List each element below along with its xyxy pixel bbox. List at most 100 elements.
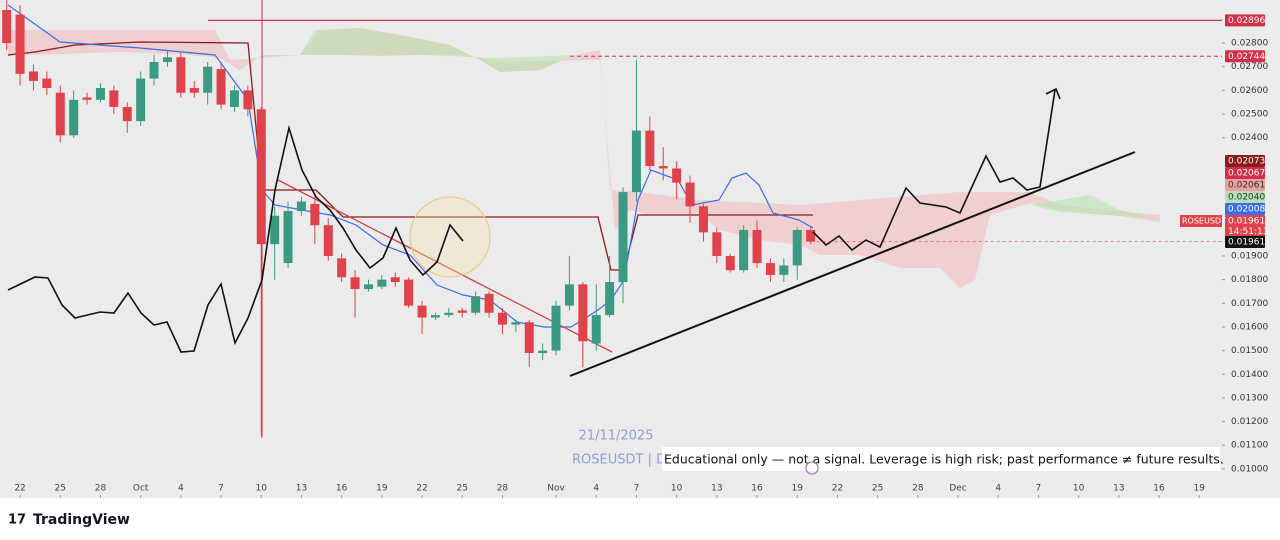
candle-body bbox=[484, 293, 494, 313]
disclaimer: Educational only — not a signal. Leverag… bbox=[664, 452, 1224, 467]
candle-body bbox=[631, 130, 641, 193]
x-tick-label: 10 bbox=[256, 484, 268, 494]
x-tick-label: 19 bbox=[1193, 484, 1205, 494]
candle-body bbox=[69, 99, 79, 136]
candle-body bbox=[765, 263, 775, 275]
candle-body bbox=[377, 279, 387, 287]
y-tick-label: 0.01100 bbox=[1231, 441, 1268, 451]
x-tick-label: Dec bbox=[949, 484, 966, 494]
time-axis: 22 25 28 Oct 4 7 10 13 16 19 22 25 28 Nov 4 7 10 13 16 19 22… bbox=[14, 484, 1205, 498]
candle-body bbox=[136, 78, 146, 122]
candle-body bbox=[283, 211, 293, 264]
candle-body bbox=[176, 57, 186, 93]
y-tick-label: 0.01800 bbox=[1231, 275, 1268, 285]
candle-body bbox=[524, 322, 534, 353]
candle-body bbox=[95, 88, 105, 100]
x-tick-label: 13 bbox=[296, 484, 307, 494]
price-label-box bbox=[1225, 167, 1265, 179]
plot-background bbox=[0, 0, 1280, 498]
candle-body bbox=[109, 90, 119, 107]
candle-body bbox=[203, 66, 213, 93]
x-tick-label: 22 bbox=[832, 484, 843, 494]
x-tick-label: 22 bbox=[14, 484, 25, 494]
price-label: 0.01961 bbox=[1228, 217, 1265, 227]
arrow-head bbox=[1045, 87, 1061, 100]
candle-body bbox=[672, 168, 682, 183]
x-tick-label: 19 bbox=[792, 484, 804, 494]
candle-body bbox=[337, 258, 347, 278]
candle-body bbox=[605, 282, 615, 316]
candle-body bbox=[806, 229, 816, 242]
candle-body bbox=[779, 265, 789, 275]
candle-body bbox=[471, 296, 481, 313]
candle-body bbox=[310, 203, 320, 226]
price-label: 0.02073 bbox=[1228, 157, 1265, 167]
price-label: 0.02896 bbox=[1228, 16, 1265, 26]
candle-body bbox=[122, 106, 132, 122]
cloud-green bbox=[1030, 195, 1160, 218]
candle-body bbox=[363, 284, 373, 290]
candle-body bbox=[564, 284, 574, 306]
price-label: 0.01961 bbox=[1228, 238, 1265, 248]
y-tick-label: 0.02600 bbox=[1231, 86, 1268, 96]
x-tick-label: Oct bbox=[133, 484, 149, 494]
x-tick-label: 13 bbox=[1113, 484, 1124, 494]
candle-body bbox=[551, 305, 561, 351]
y-tick-label: 0.02400 bbox=[1231, 133, 1268, 143]
watermark-date: 21/11/2025 bbox=[579, 429, 654, 444]
candle-body bbox=[712, 232, 722, 256]
candle-body bbox=[28, 71, 38, 81]
x-tick-label: Nov bbox=[547, 484, 565, 494]
cloud-green bbox=[300, 28, 575, 72]
x-tick-label: 10 bbox=[1073, 484, 1085, 494]
x-tick-label: 4 bbox=[995, 484, 1001, 494]
projection-path bbox=[7, 124, 464, 353]
candle-body bbox=[149, 61, 159, 79]
candle-body bbox=[645, 130, 655, 167]
x-tick-label: 28 bbox=[95, 484, 107, 494]
candle-body bbox=[497, 312, 507, 325]
y-tick-label: 0.02700 bbox=[1231, 62, 1268, 72]
candle-body bbox=[216, 69, 226, 105]
candle-body bbox=[698, 206, 708, 233]
logo-mark: 17 bbox=[8, 513, 26, 528]
y-tick-label: 0.02500 bbox=[1231, 110, 1268, 120]
candle-body bbox=[162, 57, 172, 62]
candle-body bbox=[725, 255, 735, 271]
x-tick-label: 25 bbox=[872, 484, 883, 494]
x-tick-label: 22 bbox=[416, 484, 427, 494]
candle-body bbox=[591, 315, 601, 344]
x-tick-label: 19 bbox=[376, 484, 388, 494]
candle-body bbox=[256, 109, 266, 245]
candle-body bbox=[2, 9, 12, 44]
candle-body bbox=[417, 305, 427, 318]
candle-body bbox=[430, 315, 440, 318]
price-label-box bbox=[1225, 203, 1265, 215]
x-tick-label: 4 bbox=[593, 484, 599, 494]
candle-body bbox=[511, 322, 521, 325]
y-tick-label: 0.02800 bbox=[1231, 39, 1268, 49]
price-axis bbox=[1222, 0, 1280, 498]
price-label: 0.02008 bbox=[1228, 205, 1265, 215]
y-tick-label: 0.01900 bbox=[1231, 251, 1268, 261]
candle-body bbox=[739, 229, 749, 271]
candle-body bbox=[82, 97, 92, 100]
highlight-circle bbox=[409, 196, 491, 278]
y-tick-label: 0.01200 bbox=[1231, 417, 1268, 427]
watermark-symbol: ROSEUSDT | D bbox=[572, 453, 666, 468]
candle-body bbox=[350, 277, 360, 290]
candle-body bbox=[42, 78, 52, 89]
tenkan-line bbox=[7, 4, 814, 328]
x-tick-label: 4 bbox=[178, 484, 184, 494]
price-label: 0.02744 bbox=[1228, 52, 1265, 62]
candle-body bbox=[444, 312, 454, 316]
countdown: 14:51:13 bbox=[1228, 227, 1268, 237]
countdown-box bbox=[1225, 226, 1265, 237]
price-label-box bbox=[1225, 14, 1265, 27]
brand: TradingView bbox=[33, 512, 130, 528]
event-icon bbox=[805, 461, 819, 475]
x-tick-label: 16 bbox=[1153, 484, 1165, 494]
x-tick-label: 7 bbox=[634, 484, 640, 494]
projection-path bbox=[812, 89, 1056, 252]
